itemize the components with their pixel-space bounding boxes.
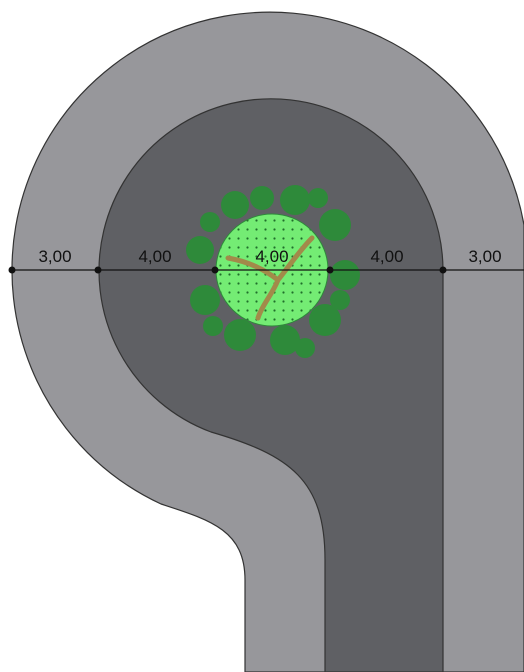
dimension-label: 3,00 xyxy=(468,247,501,266)
dimension-label: 4,00 xyxy=(370,247,403,266)
tree xyxy=(186,185,360,358)
dimension-label: 3,00 xyxy=(38,247,71,266)
dimension-label: 4,00 xyxy=(255,247,288,266)
inner-lane xyxy=(98,98,444,672)
branches xyxy=(225,235,315,321)
dimension-points xyxy=(8,266,447,274)
dimension-label: 4,00 xyxy=(138,247,171,266)
